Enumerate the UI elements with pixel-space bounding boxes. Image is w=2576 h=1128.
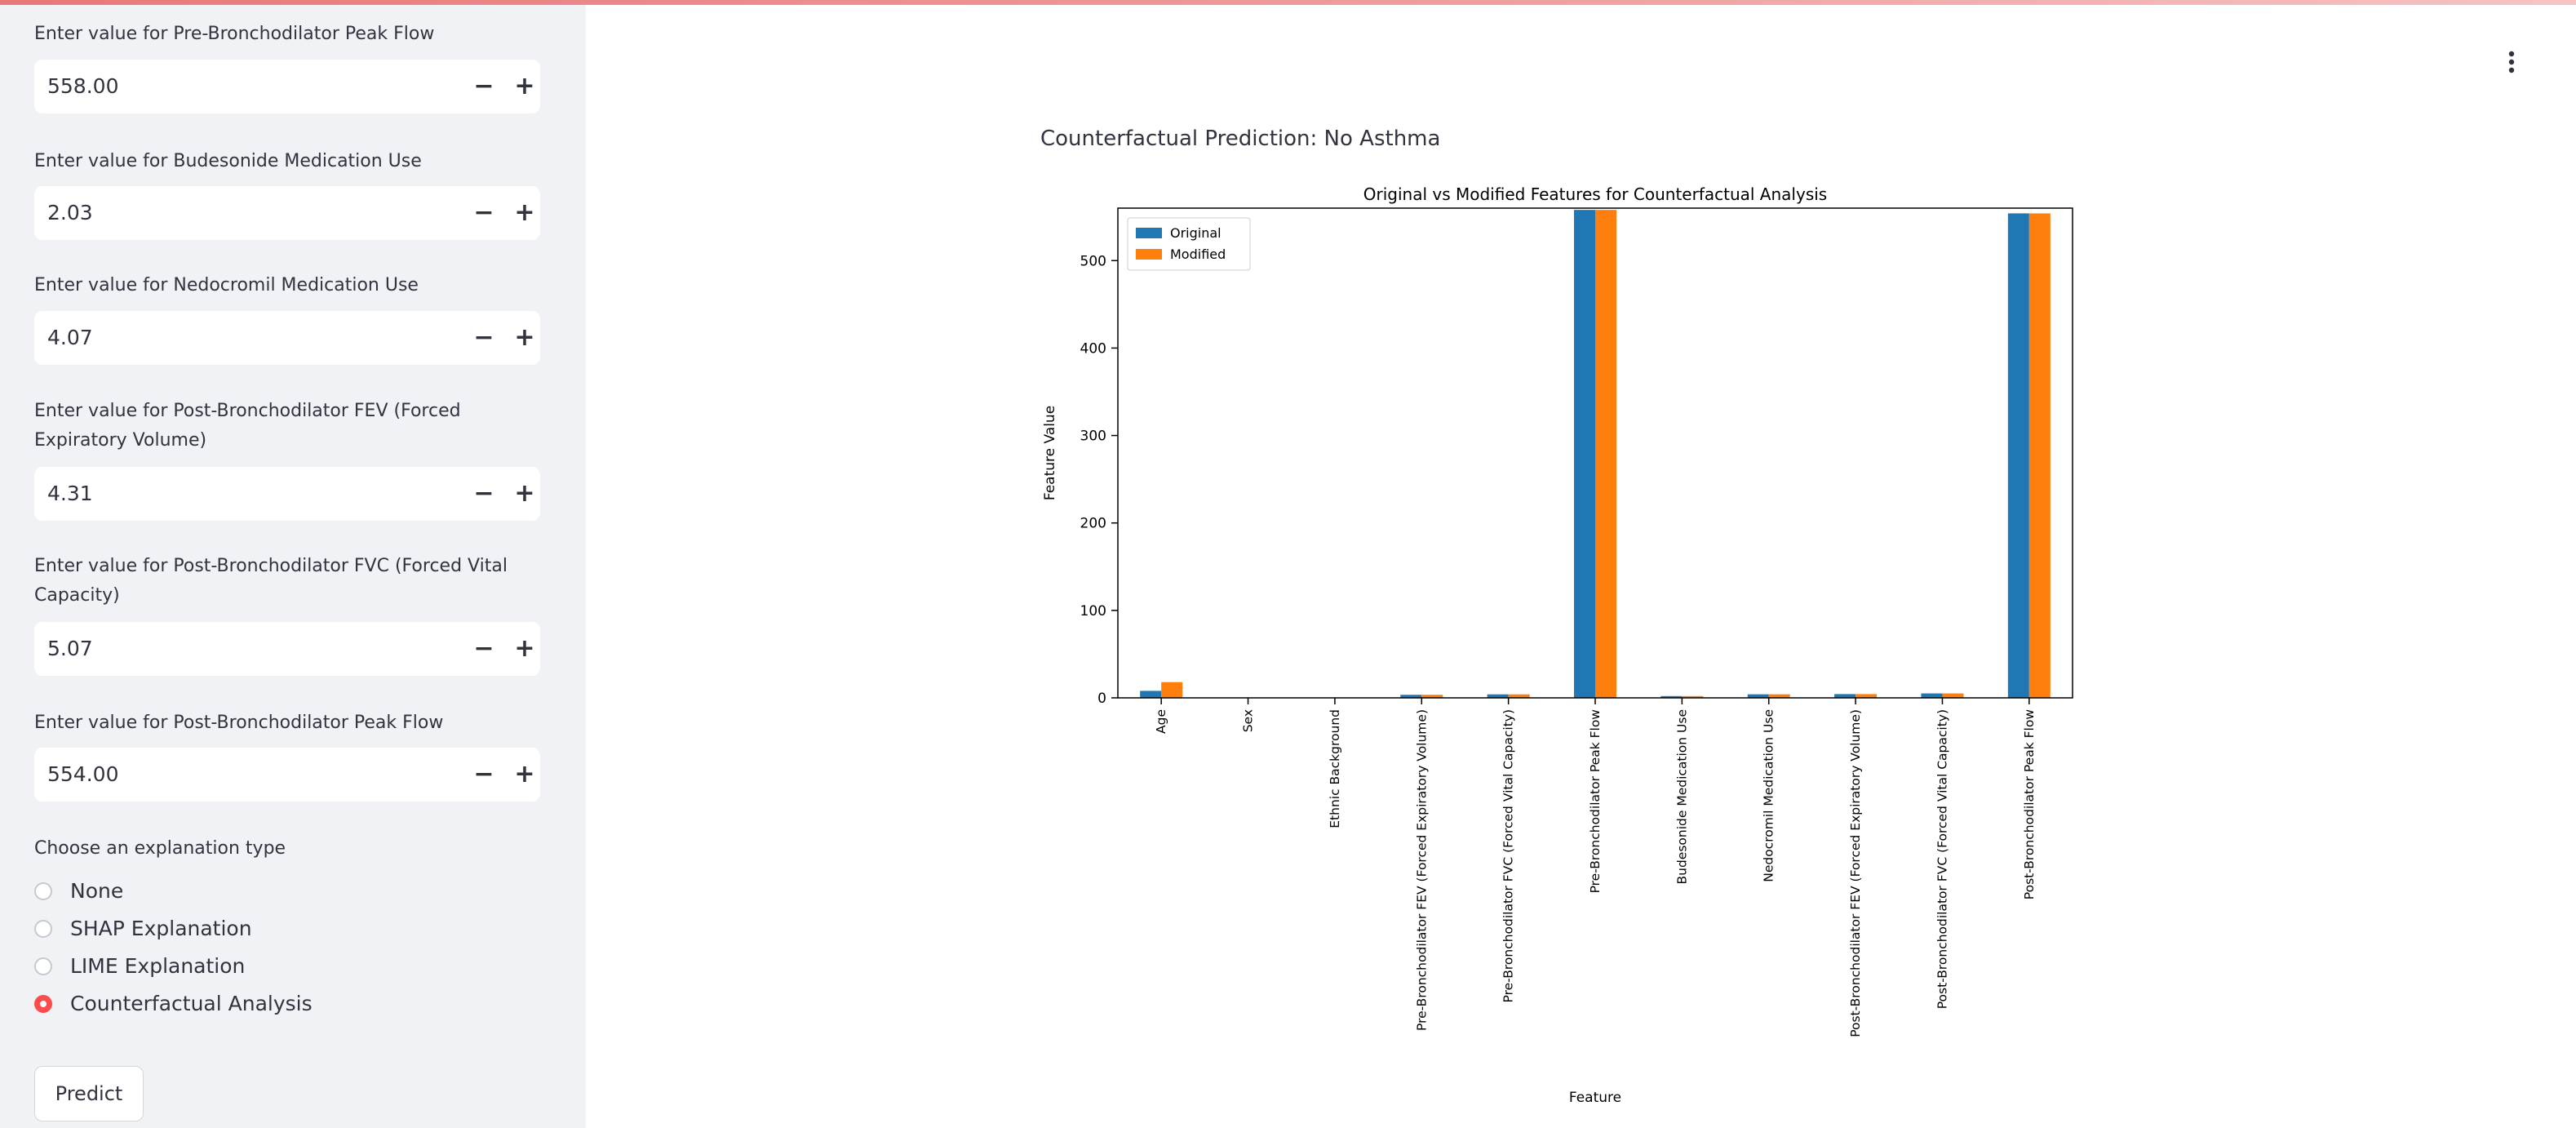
y-axis-label: Feature Value (1042, 406, 1058, 500)
bar-modified-4 (1508, 694, 1530, 698)
increment-button[interactable]: + (514, 760, 535, 788)
post-fvc-input[interactable]: 5.07 − + (34, 622, 540, 676)
chart-title: Original vs Modified Features for Counte… (1363, 184, 1827, 204)
x-tick-label: Pre-Bronchodilator Peak Flow (1588, 709, 1603, 894)
field-label-budesonide: Enter value for Budesonide Medication Us… (34, 151, 422, 171)
budesonide-input[interactable]: 2.03 − + (34, 186, 540, 240)
input-value[interactable]: 4.07 (47, 326, 93, 349)
predict-button[interactable]: Predict (34, 1066, 144, 1121)
decrement-button[interactable]: − (473, 479, 494, 508)
decrement-button[interactable]: − (473, 72, 494, 100)
more-options-icon[interactable] (2495, 46, 2528, 78)
field-label-post-fev: Enter value for Post-Bronchodilator FEV … (34, 401, 461, 451)
bar-original-6 (1660, 695, 1683, 698)
bar-original-8 (1834, 694, 1856, 698)
nedocromil-input[interactable]: 4.07 − + (34, 311, 540, 365)
x-tick-label: Age (1154, 709, 1168, 734)
bar-original-7 (1747, 694, 1769, 698)
increment-button[interactable]: + (514, 198, 535, 227)
x-axis-label: Feature (1569, 1090, 1621, 1106)
y-tick-label: 0 (1097, 691, 1106, 707)
sidebar: Enter value for Pre-Bronchodilator Peak … (0, 5, 586, 1128)
field-label-pre-peak-flow: Enter value for Pre-Bronchodilator Peak … (34, 24, 435, 44)
input-value[interactable]: 4.31 (47, 482, 93, 505)
input-value[interactable]: 554.00 (47, 762, 119, 786)
counterfactual-bar-chart: Original vs Modified Features for Counte… (1042, 184, 2073, 1106)
post-fev-input[interactable]: 4.31 − + (34, 467, 540, 521)
legend-swatch-modified (1136, 249, 1162, 260)
radio-label[interactable]: SHAP Explanation (70, 917, 252, 940)
bar-modified-5 (1595, 210, 1616, 699)
decrement-button[interactable]: − (473, 760, 494, 788)
field-label-nedocromil: Enter value for Nedocromil Medication Us… (34, 275, 419, 295)
bar-modified-9 (1942, 693, 1964, 698)
radio-label[interactable]: Counterfactual Analysis (70, 992, 313, 1015)
y-tick-label: 200 (1080, 516, 1106, 532)
explanation-type-label: Choose an explanation type (34, 838, 286, 859)
legend-swatch-original (1136, 228, 1162, 238)
bar-original-9 (1921, 693, 1943, 698)
decrement-button[interactable]: − (473, 634, 494, 663)
radio-circle-icon[interactable] (34, 882, 52, 900)
increment-button[interactable]: + (514, 323, 535, 352)
x-tick-label: Pre-Bronchodilator FVC (Forced Vital Cap… (1501, 709, 1516, 1002)
bar-original-4 (1487, 694, 1509, 698)
radio-circle-icon[interactable] (34, 957, 52, 975)
y-tick-label: 100 (1080, 603, 1106, 620)
bar-original-0 (1140, 691, 1162, 698)
bar-modified-3 (1421, 695, 1443, 698)
field-label-post-peak-flow: Enter value for Post-Bronchodilator Peak… (34, 713, 444, 733)
bar-modified-6 (1682, 695, 1704, 698)
legend-label-modified: Modified (1170, 246, 1226, 262)
radio-label[interactable]: None (70, 879, 124, 903)
radio-label[interactable]: LIME Explanation (70, 954, 246, 978)
x-tick-label: Nedocromil Medication Use (1762, 709, 1776, 882)
input-value[interactable]: 558.00 (47, 74, 119, 98)
input-value[interactable]: 5.07 (47, 637, 93, 660)
x-tick-label: Pre-Bronchodilator FEV (Forced Expirator… (1414, 709, 1429, 1031)
post-peak-flow-input[interactable]: 554.00 − + (34, 748, 540, 802)
input-value[interactable]: 2.03 (47, 201, 93, 224)
bar-modified-0 (1161, 682, 1183, 698)
pre-peak-flow-input[interactable]: 558.00 − + (34, 60, 540, 113)
bar-modified-7 (1768, 694, 1790, 698)
bar-original-5 (1574, 210, 1595, 699)
x-tick-label: Post-Bronchodilator Peak Flow (2022, 709, 2037, 900)
decrement-button[interactable]: − (473, 323, 494, 352)
increment-button[interactable]: + (514, 634, 535, 663)
increment-button[interactable]: + (514, 479, 535, 508)
x-tick-label: Sex (1241, 709, 1256, 732)
decrement-button[interactable]: − (473, 198, 494, 227)
top-decoration-bar (0, 0, 2576, 5)
y-tick-label: 400 (1080, 340, 1106, 357)
y-tick-label: 300 (1080, 429, 1106, 445)
bar-modified-8 (1856, 694, 1878, 698)
x-tick-label: Ethnic Background (1328, 709, 1342, 828)
radio-selected-icon[interactable] (34, 995, 52, 1013)
field-label-post-fvc: Enter value for Post-Bronchodilator FVC … (34, 556, 508, 606)
y-tick-label: 500 (1080, 253, 1106, 269)
x-tick-label: Budesonide Medication Use (1674, 709, 1689, 884)
bar-modified-10 (2028, 213, 2051, 698)
bar-original-3 (1400, 695, 1422, 698)
x-tick-label: Post-Bronchodilator FEV (Forced Expirato… (1848, 709, 1863, 1037)
legend-label-original: Original (1170, 225, 1221, 241)
radio-circle-icon[interactable] (34, 920, 52, 938)
plot-frame (1117, 207, 2073, 699)
x-tick-label: Post-Bronchodilator FVC (Forced Vital Ca… (1935, 709, 1949, 1009)
bar-original-10 (2007, 213, 2029, 698)
counterfactual-prediction-text: Counterfactual Prediction: No Asthma (1040, 127, 1441, 151)
increment-button[interactable]: + (514, 72, 535, 100)
